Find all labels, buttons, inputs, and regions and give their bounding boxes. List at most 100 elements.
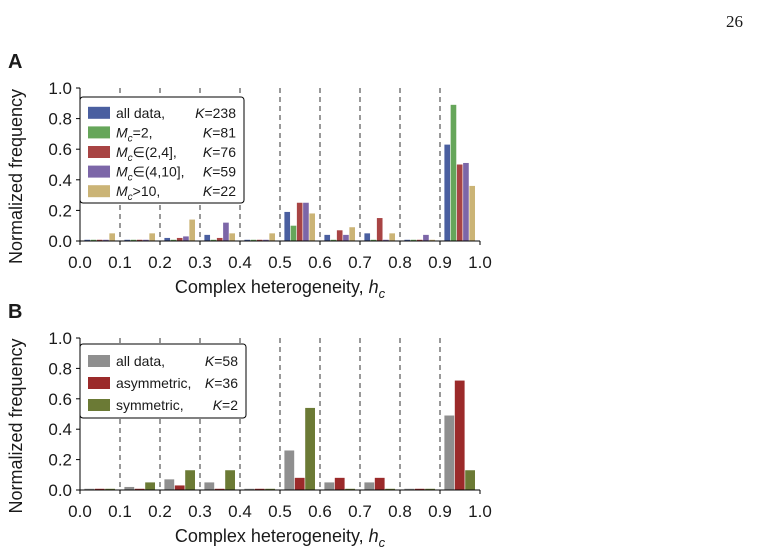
legend-swatch [88,165,110,178]
y-tick-label: 0.2 [48,201,72,220]
legend-k-label: K=22 [203,183,236,199]
legend-k-label: K=2 [213,397,239,413]
x-tick-label: 0.2 [148,253,172,272]
bar [164,479,175,490]
bar [294,477,305,490]
bar [214,488,225,490]
bar [244,488,255,490]
legend-k-label: K=36 [205,375,238,391]
bar [456,164,463,241]
panel-label: A [8,51,22,73]
bar [189,219,195,241]
bar [349,227,355,241]
bar [254,488,265,490]
bar [145,482,155,490]
bar [284,211,291,241]
legend-label: Mc∈(2,4], [116,144,177,164]
bar [164,237,171,241]
bar [225,470,235,490]
bar [343,234,349,241]
x-tick-label: 0.0 [68,253,92,272]
bar [423,234,429,241]
bar [465,470,475,490]
bar [364,482,375,490]
legend-box [79,343,247,419]
bar [96,239,103,241]
x-tick-label: 0.5 [268,502,292,521]
x-tick-label: 0.4 [228,253,252,272]
bar [303,202,309,241]
bar [124,239,131,241]
bar [425,488,435,490]
bar [183,236,189,241]
x-tick-label: 0.7 [348,502,372,521]
x-tick-label: 0.9 [428,502,452,521]
bar [469,185,475,241]
x-tick-label: 0.6 [308,502,332,521]
x-tick-label: 0.9 [428,253,452,272]
legend-label: Mc∈(4,10], [116,164,185,184]
y-tick-label: 0.6 [48,390,72,409]
legend-label: Mc=2, [116,124,153,144]
x-tick-label: 0.8 [388,502,412,521]
bar [174,485,185,490]
bar [404,239,411,241]
bar [290,225,297,241]
x-tick-label: 0.1 [108,253,132,272]
bar [383,239,389,241]
bar [385,488,395,490]
bar [336,230,343,241]
x-tick-label: 0.2 [148,502,172,521]
x-tick-label: 0.7 [348,253,372,272]
bar [370,239,377,241]
y-tick-label: 0.4 [48,420,72,439]
legend-swatch [88,399,110,411]
bar [143,239,149,241]
x-axis-label: Complex heterogeneity, hc [175,277,386,301]
bar [109,233,115,241]
bar [210,239,217,241]
bar [256,239,263,241]
bar [429,239,435,241]
y-axis-label: Normalized frequency [6,89,26,264]
chart-panel-a: A 0.0 0.2 0.4 0.6 0.8 1.0 0.0 0.1 0.2 0.3 0.4 0.5 0.6… [6,51,492,301]
legend-label: asymmetric, [116,375,191,391]
y-tick-label: 0.8 [48,359,72,378]
bar [134,488,145,490]
y-tick-label: 0.0 [48,232,72,251]
legend-label: all data, [116,353,165,369]
legend-k-label: K=81 [203,124,236,140]
x-tick-label: 1.0 [468,253,492,272]
bar [444,144,451,241]
x-tick-label: 0.1 [108,502,132,521]
bar [269,233,275,241]
chart-panel-b: B 0.0 0.2 0.4 0.6 0.8 1.0 0.0 0.1 0.2 0.3 0.4 0.5 0.6… [6,301,492,550]
x-tick-label: 0.8 [388,253,412,272]
bar [90,239,97,241]
bar [176,237,183,241]
x-tick-label: 0.5 [268,253,292,272]
legend-swatch [88,146,110,158]
legend: all data, K=58 asymmetric, K=36 symmetric, K=… [79,343,247,419]
legend-k-label: K=59 [203,164,236,180]
bar [265,488,275,490]
bar [450,104,457,241]
bar [410,239,417,241]
bar [305,407,315,490]
bar [204,234,211,241]
legend-k-label: K=76 [203,144,236,160]
x-tick-label: 1.0 [468,502,492,521]
bar [185,470,195,490]
bar [374,477,385,490]
legend-swatch [88,185,110,198]
legend: all data, K=238 Mc=2, K=81 Mc∈(2,4], K=76 Mc∈(… [79,96,245,204]
bar [309,213,315,241]
bar [376,218,383,241]
bar [389,233,395,241]
bar [103,239,109,241]
bar [345,488,355,490]
bar [263,239,269,241]
legend-swatch [88,355,110,367]
bar [136,239,143,241]
